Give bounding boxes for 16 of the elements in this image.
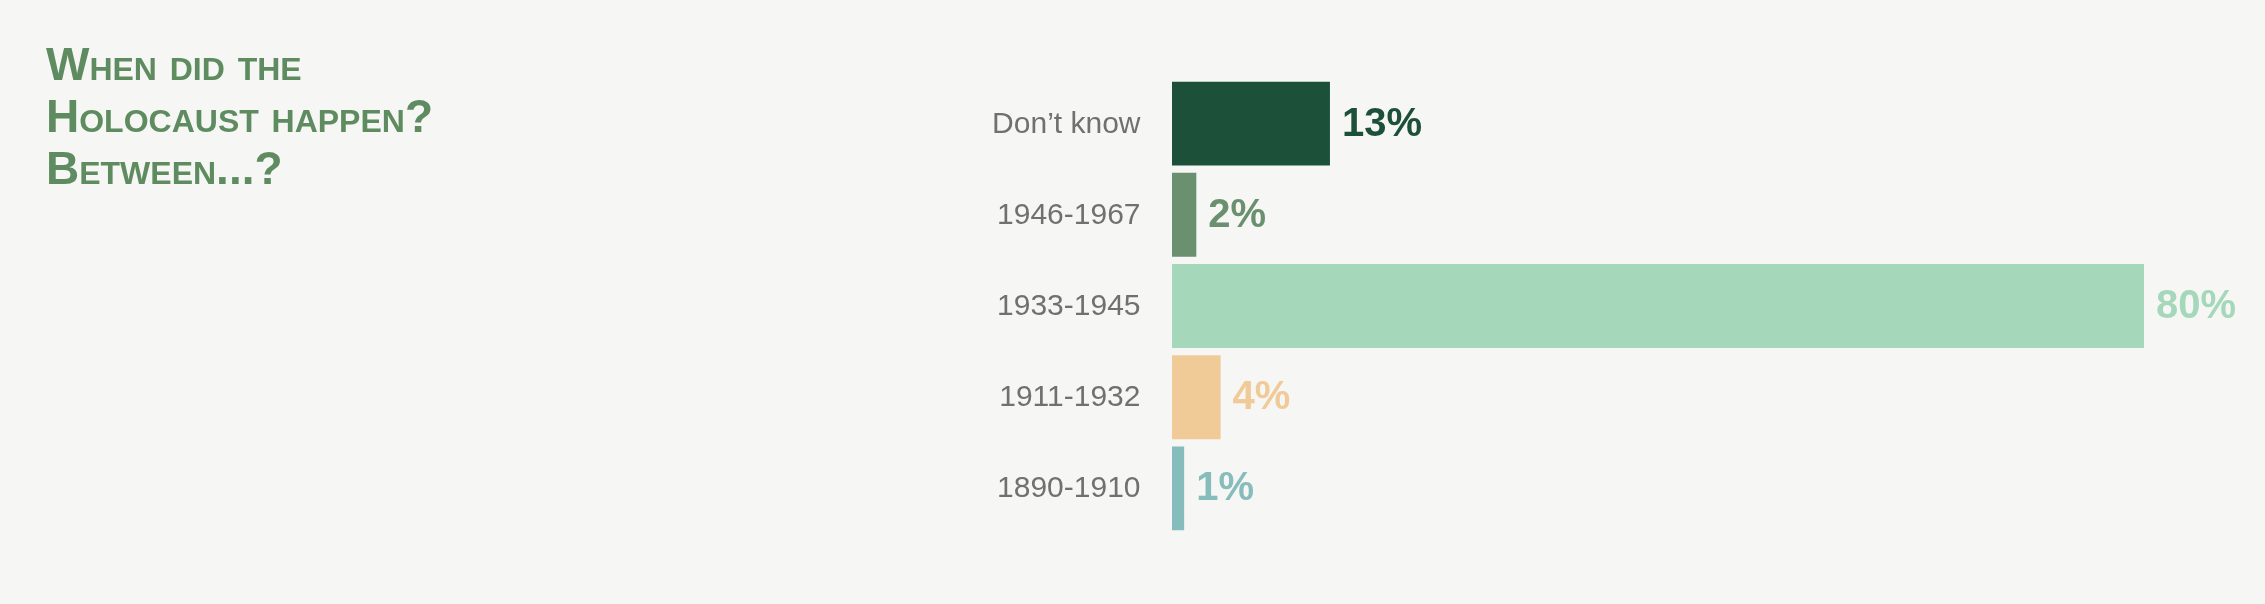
bar	[1172, 172, 1197, 257]
y-tick-label: 1933-1945	[997, 288, 1141, 321]
bar	[1172, 355, 1221, 440]
bar	[1172, 446, 1185, 531]
y-tick-label: 1946-1967	[997, 196, 1141, 230]
y-tick-label: 1890-1910	[997, 470, 1141, 504]
bar	[1172, 264, 2144, 348]
y-tick-label: Don’t know	[992, 105, 1141, 139]
data-label: 13%	[1341, 99, 1423, 144]
text: When did the Holocaust happen? Between...?	[46, 38, 434, 194]
data-label: 2%	[1208, 190, 1267, 235]
data-label: 4%	[1232, 373, 1291, 418]
data-label: 1%	[1196, 464, 1254, 509]
data-label: 80%	[2156, 282, 2237, 326]
y-tick-label: 1911-1932	[999, 379, 1141, 413]
bar	[1172, 81, 1330, 166]
